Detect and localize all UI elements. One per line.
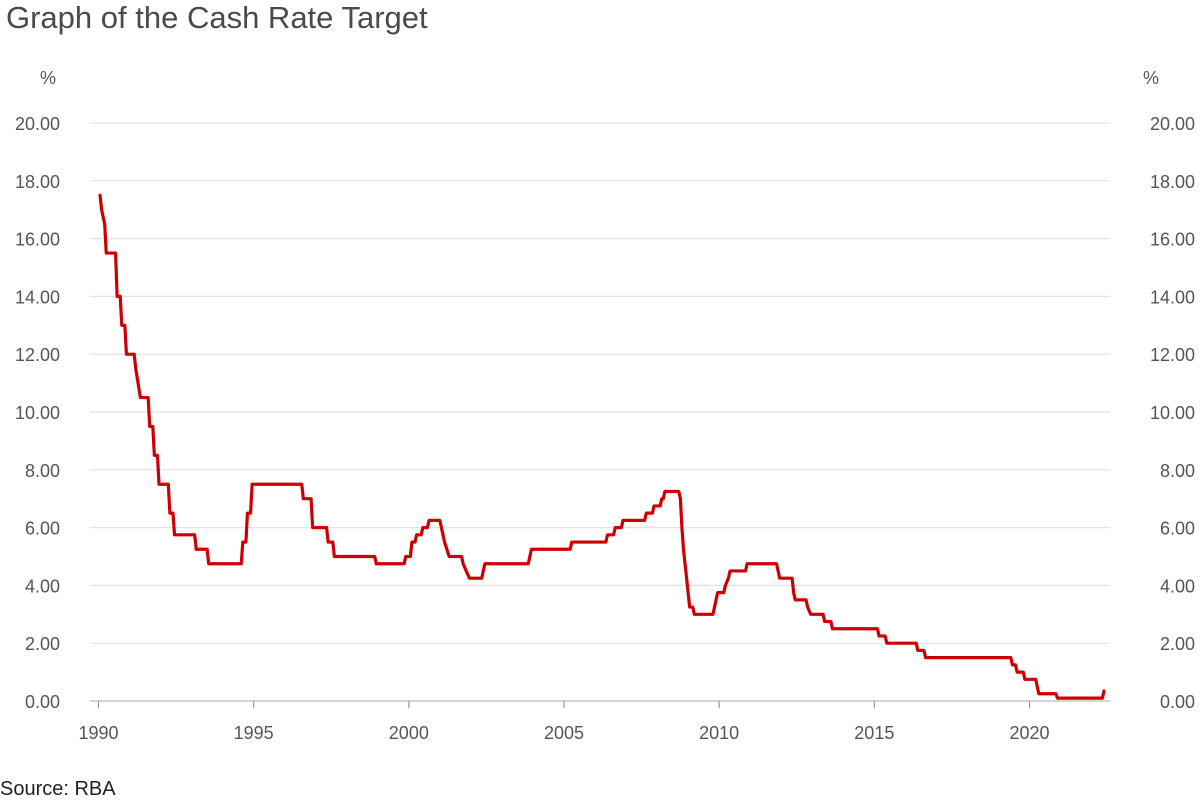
series-line-cash-rate <box>98 193 1106 700</box>
y-tick-label-left: 6.00 <box>25 519 60 539</box>
y-tick-label-right: 12.00 <box>1150 345 1195 365</box>
grid-lines <box>90 122 1110 702</box>
y-tick-label-right: 10.00 <box>1150 403 1195 423</box>
x-tick-label: 1995 <box>234 723 274 743</box>
x-tick-label: 2020 <box>1009 723 1049 743</box>
y-unit-label-left: % <box>40 68 56 88</box>
y-tick-label-right: 14.00 <box>1150 287 1195 307</box>
y-tick-label-left: 16.00 <box>15 230 60 250</box>
x-tick-label: 2015 <box>854 723 894 743</box>
y-tick-label-left: 10.00 <box>15 403 60 423</box>
y-tick-label-left: 2.00 <box>25 634 60 654</box>
y-tick-label-left: 18.00 <box>15 172 60 192</box>
y-tick-label-left: 12.00 <box>15 345 60 365</box>
y-tick-label-left: 4.00 <box>25 576 60 596</box>
x-tick-label: 2010 <box>699 723 739 743</box>
y-tick-label-left: 14.00 <box>15 287 60 307</box>
y-tick-label-right: 2.00 <box>1160 634 1195 654</box>
x-axis: 1990 1995 2000 2005 2010 2015 2020 <box>78 701 1050 743</box>
y-tick-label-right: 6.00 <box>1160 519 1195 539</box>
y-tick-label-right: 4.00 <box>1160 576 1195 596</box>
chart-title: Graph of the Cash Rate Target <box>6 0 428 35</box>
y-tick-label-right: 20.00 <box>1150 114 1195 134</box>
y-unit-label-right: % <box>1143 68 1159 88</box>
x-tick-label: 2005 <box>544 723 584 743</box>
y-axis-left: 0.00 2.00 4.00 6.00 8.00 10.00 12.00 14.00 16.00… <box>15 114 60 712</box>
series-group <box>98 193 1106 700</box>
y-tick-label-right: 8.00 <box>1160 461 1195 481</box>
y-tick-label-left: 20.00 <box>15 114 60 134</box>
y-tick-label-left: 0.00 <box>25 692 60 712</box>
x-tick-label: 1990 <box>78 723 118 743</box>
x-tick-label: 2000 <box>389 723 429 743</box>
y-axis-right: 0.00 2.00 4.00 6.00 8.00 10.00 12.00 14.00 16.00… <box>1150 114 1195 712</box>
y-tick-label-left: 8.00 <box>25 461 60 481</box>
y-tick-label-right: 18.00 <box>1150 172 1195 192</box>
y-tick-label-right: 0.00 <box>1160 692 1195 712</box>
y-tick-label-right: 16.00 <box>1150 230 1195 250</box>
source-note: Source: RBA <box>0 778 116 800</box>
